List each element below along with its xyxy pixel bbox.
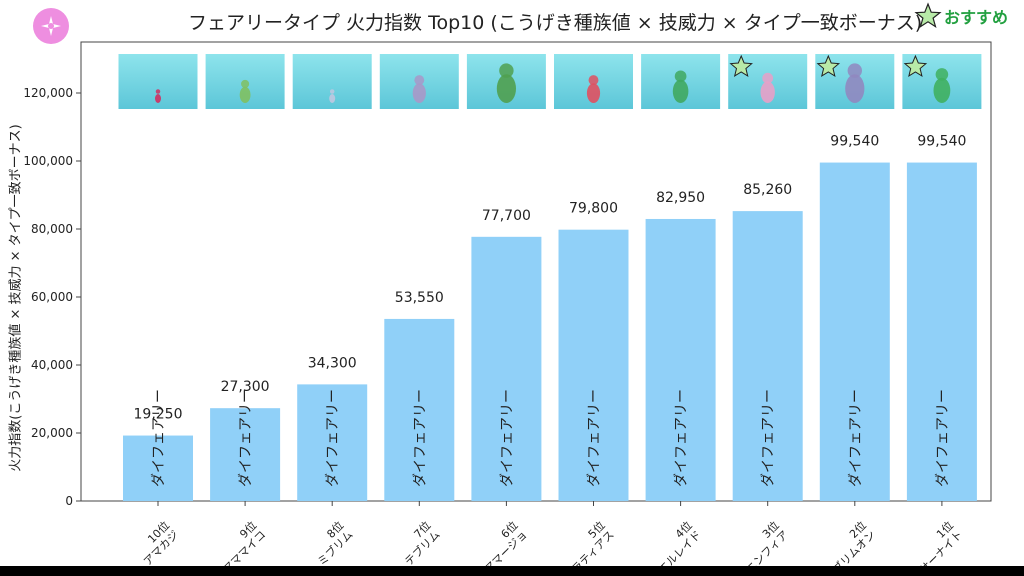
x-tick-label: 9位アママイコ: [210, 518, 268, 566]
bar: [645, 218, 716, 501]
bar: [732, 211, 803, 501]
star-icon: [914, 2, 942, 28]
x-tick-label: 1位サーナイト: [907, 518, 965, 566]
x-tick-label: 4位エルレイド: [646, 518, 704, 566]
bar-value-label: 82,950: [656, 190, 705, 206]
bar-move-label: ダイフェアリー: [238, 389, 254, 487]
y-tick-label: 20,000: [31, 426, 73, 440]
pokemon-sprite: [933, 77, 951, 103]
pokemon-sprite-head: [241, 79, 250, 88]
pokemon-sprite-head: [499, 63, 514, 78]
bar: [471, 236, 542, 501]
bar-move-label: ダイフェアリー: [674, 389, 690, 487]
chart-title: フェアリータイプ 火力指数 Top10 (こうげき種族値 × 技威力 × タイプ…: [188, 12, 923, 34]
y-tick-label: 60,000: [31, 290, 73, 304]
y-tick-label: 80,000: [31, 222, 73, 236]
pokemon-sprite-head: [847, 63, 862, 78]
bar-move-label: ダイフェアリー: [151, 389, 167, 487]
bar: [558, 229, 629, 501]
bar-move-label: ダイフェアリー: [325, 389, 341, 487]
x-tick-label: 8位ミブリム: [305, 518, 355, 566]
y-tick-label: 0: [65, 494, 73, 508]
bar-value-label: 99,540: [917, 134, 966, 150]
bar: [384, 318, 455, 501]
pokemon-sprite: [760, 81, 775, 103]
y-tick-label: 100,000: [23, 154, 73, 168]
pokemon-sprite-head: [329, 89, 335, 94]
bar: [297, 384, 368, 501]
bottom-band: [0, 566, 1024, 576]
bar-move-label: ダイフェアリー: [499, 389, 515, 487]
pokemon-sprite: [496, 74, 516, 103]
x-tick-label: 6位アマージョ: [472, 518, 530, 566]
pokemon-sprite-head: [935, 68, 949, 81]
x-tick-label: 2位ブリムオン: [820, 518, 878, 566]
bar: [906, 162, 977, 501]
pokemon-sprite: [586, 83, 601, 103]
bar-value-label: 34,300: [308, 355, 357, 371]
pokemon-sprite: [412, 83, 426, 103]
x-tick-label: 7位テブリム: [392, 518, 442, 566]
pokemon-sprite: [155, 94, 161, 103]
pokemon-sprite: [845, 74, 865, 103]
bar-move-label: ダイフェアリー: [412, 389, 428, 487]
bar-value-label: 99,540: [830, 134, 879, 150]
bar-move-label: ダイフェアリー: [935, 389, 951, 487]
bar-value-label: 27,300: [221, 379, 270, 395]
bar: [819, 162, 890, 501]
pokemon-sprite-head: [674, 70, 687, 83]
bar-value-label: 79,800: [569, 201, 618, 217]
pokemon-sprite-head: [414, 75, 425, 86]
fairy-type-icon: [33, 8, 69, 44]
bar-value-label: 19,250: [134, 407, 183, 423]
pokemon-sprite-head: [762, 72, 774, 84]
bar-move-label: ダイフェアリー: [848, 389, 864, 487]
pokemon-sprite: [672, 79, 689, 104]
bar-value-label: 85,260: [743, 182, 792, 198]
y-tick-label: 120,000: [23, 86, 73, 100]
bar-move-label: ダイフェアリー: [761, 389, 777, 487]
bar: [210, 408, 281, 501]
pokemon-sprite-head: [155, 89, 161, 94]
pokemon-sprite-head: [588, 75, 599, 86]
bar-value-label: 53,550: [395, 290, 444, 306]
x-tick-label: 10位アマカジ: [131, 518, 181, 566]
star-icon: [903, 54, 928, 77]
y-tick-label: 40,000: [31, 358, 73, 372]
x-tick-label: 3位ニンフィア: [733, 518, 791, 566]
star-icon: [816, 54, 841, 77]
pokemon-sprite: [329, 94, 336, 103]
bar-move-label: ダイフェアリー: [587, 389, 603, 487]
star-icon: [729, 54, 753, 77]
x-tick-label: 5位ラティアス: [559, 518, 617, 566]
recommend-label: おすすめ: [944, 8, 1009, 27]
bar: [123, 435, 193, 501]
bar-value-label: 77,700: [482, 208, 531, 224]
recommend-legend: おすすめ: [914, 2, 1008, 30]
pokemon-sprite: [239, 86, 251, 103]
